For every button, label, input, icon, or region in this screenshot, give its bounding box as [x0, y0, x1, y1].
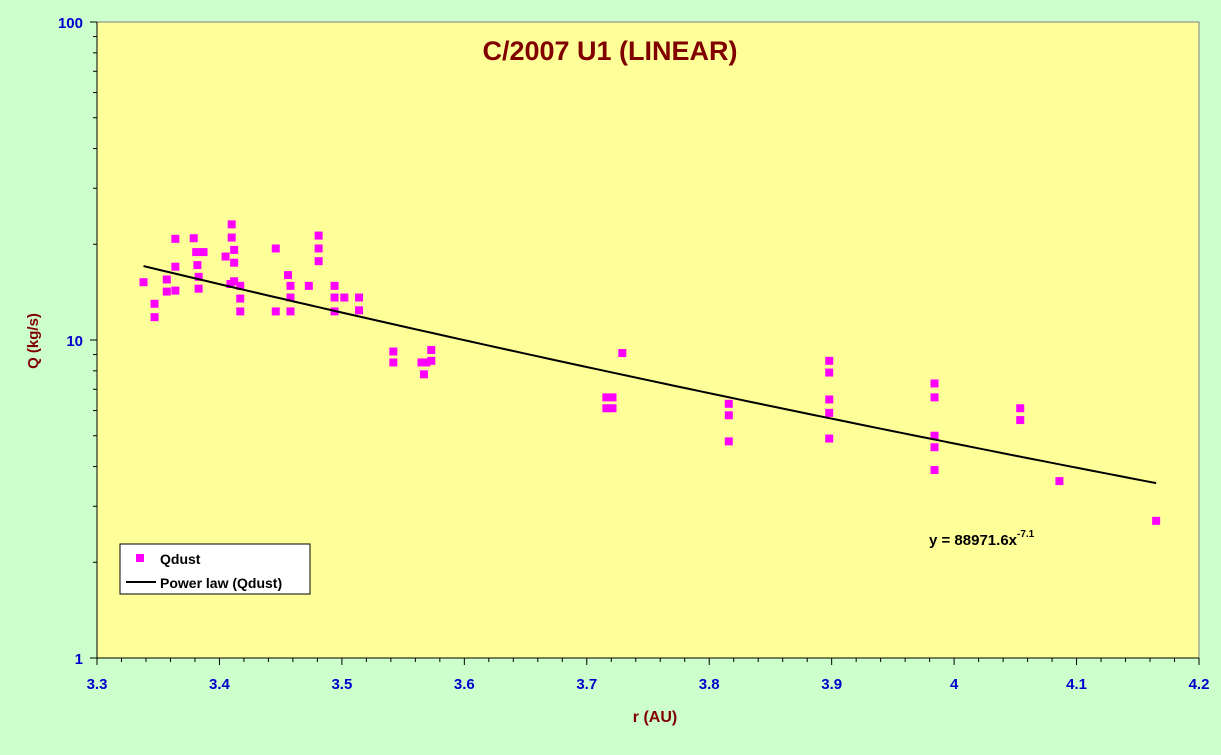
data-point	[825, 395, 834, 404]
legend-label-qdust: Qdust	[160, 551, 201, 567]
data-point	[1152, 516, 1161, 525]
data-point	[193, 261, 202, 270]
data-point	[194, 272, 203, 281]
data-point	[417, 358, 426, 367]
data-point	[608, 393, 617, 402]
data-point	[930, 443, 939, 452]
y-axis-label: Q (kg/s)	[25, 313, 42, 369]
trend-equation-base: y = 88971.6x	[929, 532, 1018, 549]
data-point	[286, 281, 295, 290]
data-point	[284, 271, 293, 280]
data-point	[825, 356, 834, 365]
data-point	[930, 431, 939, 440]
data-point	[427, 346, 436, 355]
data-point	[271, 244, 280, 253]
data-point	[825, 408, 834, 417]
data-point	[314, 244, 323, 253]
data-point	[230, 245, 239, 254]
data-point	[825, 368, 834, 377]
data-point	[314, 257, 323, 266]
data-point	[171, 286, 180, 295]
data-point	[724, 411, 733, 420]
data-point	[602, 404, 611, 413]
data-point	[618, 349, 627, 358]
data-point	[230, 258, 239, 267]
data-point	[602, 393, 611, 402]
data-point	[724, 399, 733, 408]
chart-title: C/2007 U1 (LINEAR)	[482, 36, 737, 66]
data-point	[389, 347, 398, 356]
data-point	[1016, 416, 1025, 425]
x-tick-label: 4	[950, 676, 959, 693]
data-point	[355, 306, 364, 315]
data-point	[724, 437, 733, 446]
data-point	[286, 293, 295, 302]
data-point	[422, 358, 431, 367]
data-point	[192, 248, 201, 257]
data-point	[930, 379, 939, 388]
data-point	[221, 252, 230, 261]
data-point	[189, 234, 198, 243]
trend-equation: y = 88971.6x-7.1	[929, 529, 1035, 549]
trend-line	[143, 265, 1157, 485]
legend-box	[119, 543, 311, 595]
data-point	[330, 293, 339, 302]
data-point	[162, 287, 171, 296]
data-point	[355, 293, 364, 302]
x-tick-label: 3.6	[454, 676, 475, 693]
data-point	[230, 277, 239, 286]
data-point	[227, 233, 236, 242]
data-point	[330, 281, 339, 290]
data-point	[271, 307, 280, 316]
x-axis-label: r (AU)	[633, 709, 677, 726]
data-point	[236, 281, 245, 290]
data-markers	[139, 220, 1161, 525]
y-tick-label: 1	[75, 651, 83, 668]
data-point	[227, 220, 236, 229]
data-point	[340, 293, 349, 302]
data-point	[825, 434, 834, 443]
x-tick-label: 3.9	[821, 676, 842, 693]
data-point	[930, 466, 939, 475]
data-point	[194, 284, 203, 293]
x-tick-label: 3.7	[576, 676, 597, 693]
axes: 3.3 3.4 3.5 3.6 3.7 3.8 3.9 4 4.1 4.2 1 10 100	[58, 15, 1209, 693]
y-tick-label: 100	[58, 15, 83, 32]
data-point	[1055, 477, 1064, 486]
x-tick-label: 4.1	[1066, 676, 1087, 693]
data-point	[236, 294, 245, 303]
data-point	[150, 313, 159, 322]
legend-label-power-law: Power law (Qdust)	[160, 575, 282, 591]
data-point	[139, 278, 148, 287]
data-point	[199, 248, 208, 257]
data-point	[419, 370, 428, 379]
data-point	[286, 307, 295, 316]
data-point	[427, 356, 436, 365]
data-point	[314, 231, 323, 240]
data-point	[304, 281, 313, 290]
trend-equation-exponent: -7.1	[1017, 529, 1035, 540]
x-tick-label: 3.4	[209, 676, 231, 693]
x-tick-label: 3.3	[87, 676, 108, 693]
data-point	[171, 262, 180, 271]
data-point	[930, 393, 939, 402]
legend: Qdust Power law (Qdust)	[119, 543, 311, 595]
x-tick-label: 4.2	[1189, 676, 1210, 693]
data-point	[162, 275, 171, 284]
data-point	[171, 234, 180, 243]
data-point	[389, 358, 398, 367]
data-point	[236, 307, 245, 316]
x-tick-label: 3.8	[699, 676, 720, 693]
x-tick-label: 3.5	[331, 676, 352, 693]
y-tick-label: 10	[66, 333, 83, 350]
data-point	[150, 299, 159, 308]
data-point	[608, 404, 617, 413]
data-point	[1016, 404, 1025, 413]
legend-marker-qdust	[136, 554, 144, 562]
